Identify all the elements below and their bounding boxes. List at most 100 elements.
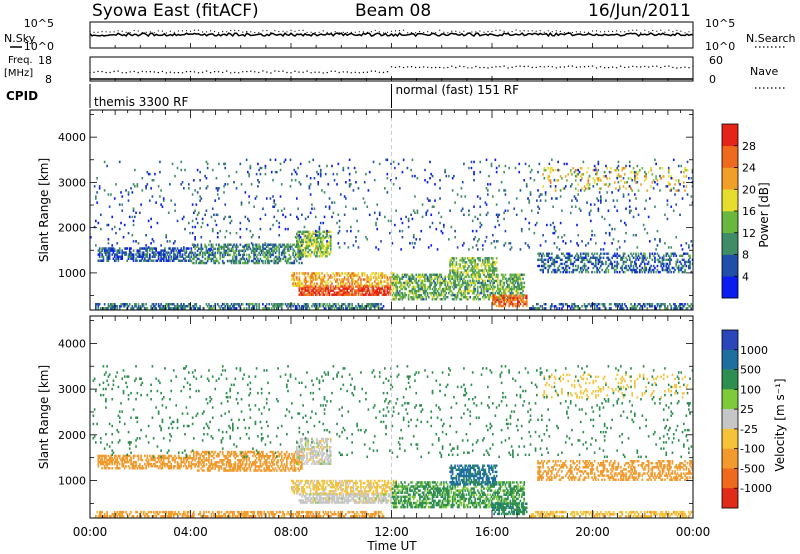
heatmap-cell bbox=[223, 243, 225, 246]
heatmap-cell bbox=[90, 236, 92, 239]
heatmap-cell bbox=[186, 305, 189, 308]
heatmap-cell bbox=[267, 259, 269, 263]
heatmap-cell bbox=[635, 262, 637, 266]
heatmap-cell bbox=[318, 234, 321, 237]
heatmap-cell bbox=[490, 164, 493, 168]
heatmap-cell bbox=[500, 300, 503, 304]
heatmap-cell bbox=[355, 170, 357, 174]
heatmap-cell bbox=[508, 296, 510, 300]
heatmap-cell bbox=[581, 240, 583, 243]
heatmap-cell bbox=[552, 205, 554, 208]
heatmap-cell bbox=[549, 307, 552, 310]
heatmap-cell bbox=[250, 242, 253, 245]
heatmap-cell bbox=[298, 276, 301, 279]
heatmap-cell bbox=[298, 240, 301, 244]
heatmap-cell bbox=[675, 179, 678, 182]
heatmap-cell bbox=[221, 253, 224, 257]
heatmap-cell bbox=[303, 246, 306, 250]
heatmap-cell bbox=[490, 279, 493, 283]
heatmap-cell bbox=[412, 281, 415, 285]
heatmap-cell bbox=[562, 187, 565, 190]
heatmap-cell bbox=[362, 272, 365, 275]
heatmap-cell bbox=[666, 270, 669, 274]
heatmap-cell bbox=[278, 234, 281, 237]
heatmap-cell bbox=[517, 298, 519, 302]
heatmap-cell bbox=[474, 289, 477, 293]
heatmap-cell bbox=[257, 257, 259, 261]
heatmap-cell bbox=[475, 267, 478, 270]
heatmap-cell bbox=[117, 513, 120, 516]
heatmap-cell bbox=[463, 296, 465, 299]
heatmap-cell bbox=[476, 240, 479, 243]
heatmap-cell bbox=[328, 230, 331, 234]
heatmap-cell bbox=[345, 181, 347, 184]
heatmap-cell bbox=[433, 289, 435, 293]
heatmap-cell bbox=[615, 303, 617, 306]
heatmap-cell bbox=[278, 255, 281, 259]
heatmap-cell bbox=[284, 257, 287, 261]
heatmap-cell bbox=[198, 253, 200, 257]
heatmap-cell bbox=[396, 285, 399, 289]
heatmap-cell bbox=[350, 293, 352, 296]
heatmap-cell bbox=[451, 281, 454, 285]
heatmap-cell bbox=[495, 240, 498, 243]
heatmap-cell bbox=[662, 268, 665, 272]
heatmap-cell bbox=[194, 247, 196, 251]
heatmap-cell bbox=[411, 277, 414, 281]
heatmap-cell bbox=[254, 261, 257, 265]
heatmap-cell bbox=[232, 515, 234, 518]
heatmap-cell bbox=[616, 248, 619, 251]
heatmap-cell bbox=[331, 282, 333, 285]
heatmap-cell bbox=[340, 307, 342, 310]
heatmap-cell bbox=[341, 280, 343, 283]
heatmap-cell bbox=[155, 201, 157, 204]
heatmap-cell bbox=[404, 287, 406, 291]
heatmap-cell bbox=[646, 256, 649, 260]
heatmap-cell bbox=[466, 267, 469, 270]
heatmap-cell bbox=[585, 264, 587, 268]
heatmap-cell bbox=[371, 291, 374, 294]
heatmap-cell bbox=[342, 166, 345, 170]
heatmap-cell bbox=[233, 259, 235, 263]
heatmap-cell bbox=[314, 234, 317, 237]
heatmap-cell bbox=[625, 164, 627, 168]
heatmap-cell bbox=[593, 203, 596, 206]
heatmap-cell bbox=[464, 291, 467, 295]
heatmap-cell bbox=[377, 276, 380, 279]
heatmap-cell bbox=[401, 277, 404, 281]
heatmap-cell bbox=[662, 256, 665, 260]
heatmap-cell bbox=[387, 284, 390, 287]
heatmap-cell bbox=[298, 181, 301, 184]
heatmap-cell bbox=[296, 245, 298, 248]
heatmap-cell bbox=[576, 252, 578, 255]
heatmap-cell bbox=[498, 302, 500, 306]
heatmap-cell bbox=[372, 285, 375, 288]
heatmap-cell bbox=[226, 253, 229, 257]
heatmap-cell bbox=[318, 272, 321, 275]
heatmap-cell bbox=[681, 307, 684, 310]
heatmap-cell bbox=[598, 187, 601, 190]
heatmap-cell bbox=[402, 293, 405, 297]
heatmap-cell bbox=[597, 303, 600, 306]
heatmap-cell bbox=[518, 273, 521, 277]
heatmap-cell bbox=[657, 270, 660, 274]
heatmap-cell bbox=[660, 262, 662, 266]
heatmap-cell bbox=[132, 257, 135, 260]
heatmap-cell bbox=[455, 271, 458, 274]
heatmap-cell bbox=[471, 261, 474, 264]
heatmap-cell bbox=[367, 289, 370, 292]
heatmap-cell bbox=[211, 510, 214, 514]
heatmap-cell bbox=[445, 285, 448, 289]
heatmap-cell bbox=[492, 263, 494, 266]
heatmap-cell bbox=[587, 252, 590, 255]
heatmap-cell bbox=[598, 270, 601, 274]
heatmap-cell bbox=[520, 273, 523, 277]
heatmap-cell bbox=[424, 275, 426, 279]
heatmap-cell bbox=[649, 303, 651, 306]
heatmap-cell bbox=[611, 262, 613, 266]
heatmap-cell bbox=[165, 234, 168, 237]
heatmap-cell bbox=[128, 253, 131, 256]
heatmap-cell bbox=[498, 298, 500, 301]
heatmap-cell bbox=[329, 246, 332, 250]
heatmap-cell bbox=[371, 303, 374, 306]
